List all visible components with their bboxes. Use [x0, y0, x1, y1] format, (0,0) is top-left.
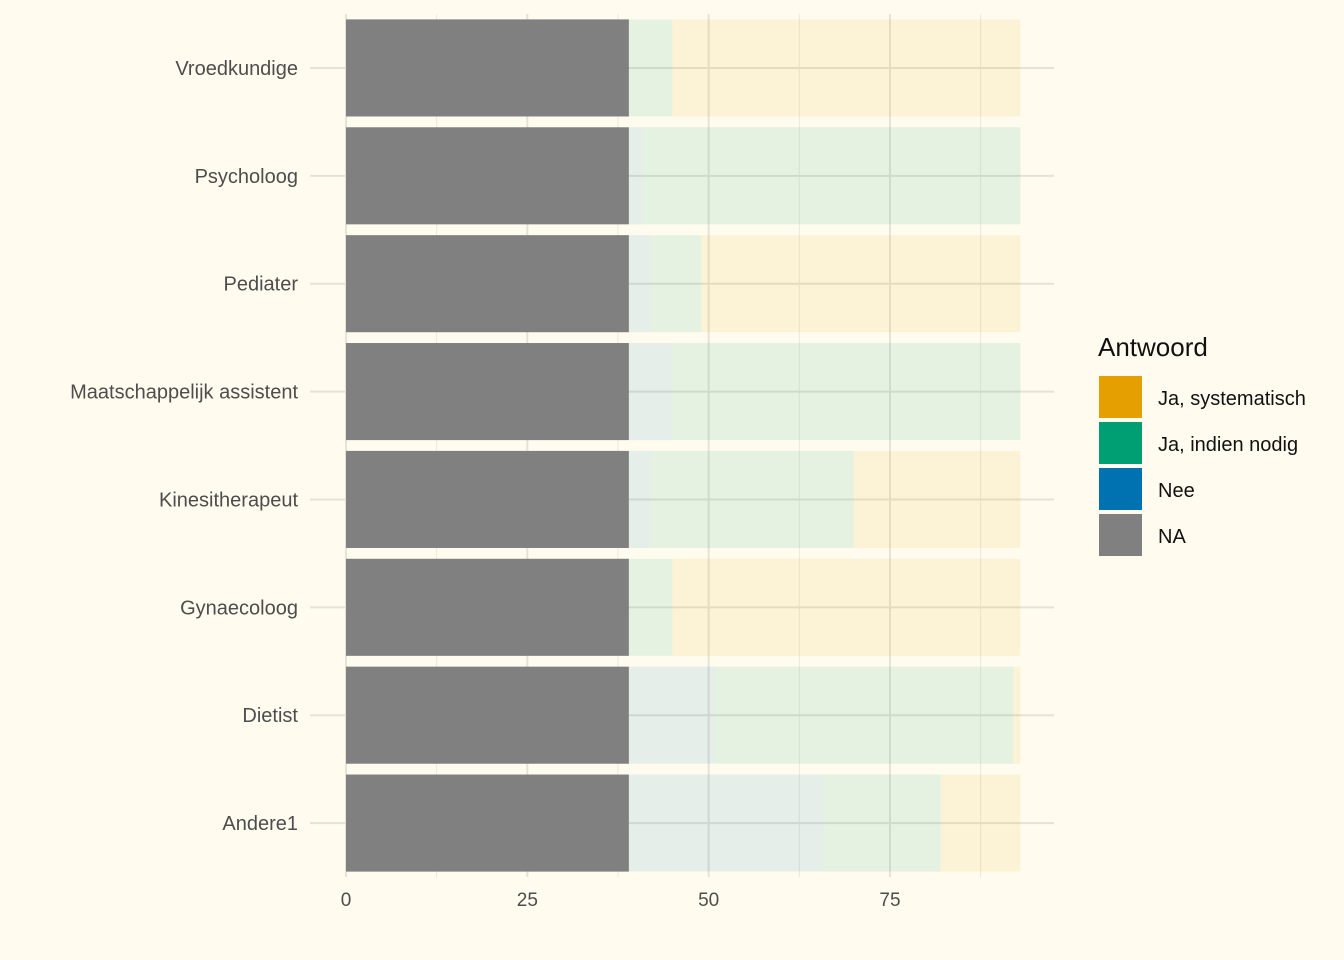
bar-maatschappelijk-assistent-ja-indien-nodig — [672, 343, 1021, 441]
bar-vroedkundige-ja-systematisch — [672, 19, 1021, 117]
bar-vroedkundige-ja-indien-nodig — [628, 19, 673, 117]
category-label-kinesitherapeut: Kinesitherapeut — [159, 489, 298, 511]
bar-psycholoog-nee — [628, 127, 644, 225]
category-label-maatschappelijk-assistent: Maatschappelijk assistent — [70, 382, 298, 404]
bar-psycholoog-na — [346, 127, 629, 225]
bar-andere1-nee — [628, 774, 825, 872]
legend-label-ja-systematisch: Ja, systematisch — [1158, 388, 1306, 410]
bar-andere1-ja-indien-nodig — [824, 774, 941, 872]
bar-pediater-nee — [628, 235, 651, 333]
legend-title: Antwoord — [1098, 332, 1208, 362]
bar-kinesitherapeut-nee — [628, 450, 651, 548]
legend-label-ja-indien-nodig: Ja, indien nodig — [1158, 434, 1298, 456]
legend-key-ja-indien-nodig — [1099, 422, 1142, 464]
bars — [346, 19, 1021, 872]
value-axis-labels: 0 25 50 75 — [341, 890, 901, 911]
bar-kinesitherapeut-na — [346, 450, 629, 548]
legend-key-nee — [1099, 468, 1142, 510]
bar-vroedkundige-na — [346, 19, 629, 117]
legend-key-ja-systematisch — [1099, 376, 1142, 418]
category-axis-labels: Vroedkundige Psycholoog Pediater Maatschapp… — [70, 58, 298, 835]
bar-dietist-ja-systematisch — [1013, 666, 1021, 764]
x-tick-label: 0 — [341, 890, 352, 911]
x-tick-label: 75 — [879, 890, 900, 911]
x-tick-label: 50 — [698, 890, 719, 911]
bar-psycholoog-ja-indien-nodig — [643, 127, 1021, 225]
bar-dietist-na — [346, 666, 629, 764]
category-label-pediater: Pediater — [224, 274, 299, 296]
legend-label-nee: Nee — [1158, 480, 1195, 502]
category-label-gynaecoloog: Gynaecoloog — [180, 597, 298, 619]
bar-pediater-ja-indien-nodig — [650, 235, 702, 333]
bar-pediater-ja-systematisch — [701, 235, 1021, 333]
category-label-vroedkundige: Vroedkundige — [175, 58, 298, 80]
bar-kinesitherapeut-ja-systematisch — [853, 450, 1021, 548]
x-tick-label: 25 — [517, 890, 538, 911]
bar-dietist-nee — [628, 666, 716, 764]
bar-gynaecoloog-na — [346, 558, 629, 656]
legend-label-na: NA — [1158, 526, 1186, 548]
bar-gynaecoloog-ja-indien-nodig — [628, 558, 673, 656]
bar-gynaecoloog-ja-systematisch — [672, 558, 1021, 656]
bar-kinesitherapeut-ja-indien-nodig — [650, 450, 854, 548]
bar-maatschappelijk-assistent-na — [346, 343, 629, 441]
category-label-andere1: Andere1 — [222, 813, 298, 835]
legend: Antwoord Ja, systematisch Ja, indien nodig… — [1098, 332, 1306, 556]
legend-key-na — [1099, 514, 1142, 556]
category-label-psycholoog: Psycholoog — [195, 166, 298, 188]
bar-maatschappelijk-assistent-nee — [628, 343, 673, 441]
bar-dietist-ja-indien-nodig — [715, 666, 1014, 764]
bar-pediater-na — [346, 235, 629, 333]
bar-andere1-na — [346, 774, 629, 872]
category-label-dietist: Dietist — [242, 705, 298, 727]
bar-andere1-ja-systematisch — [940, 774, 1021, 872]
